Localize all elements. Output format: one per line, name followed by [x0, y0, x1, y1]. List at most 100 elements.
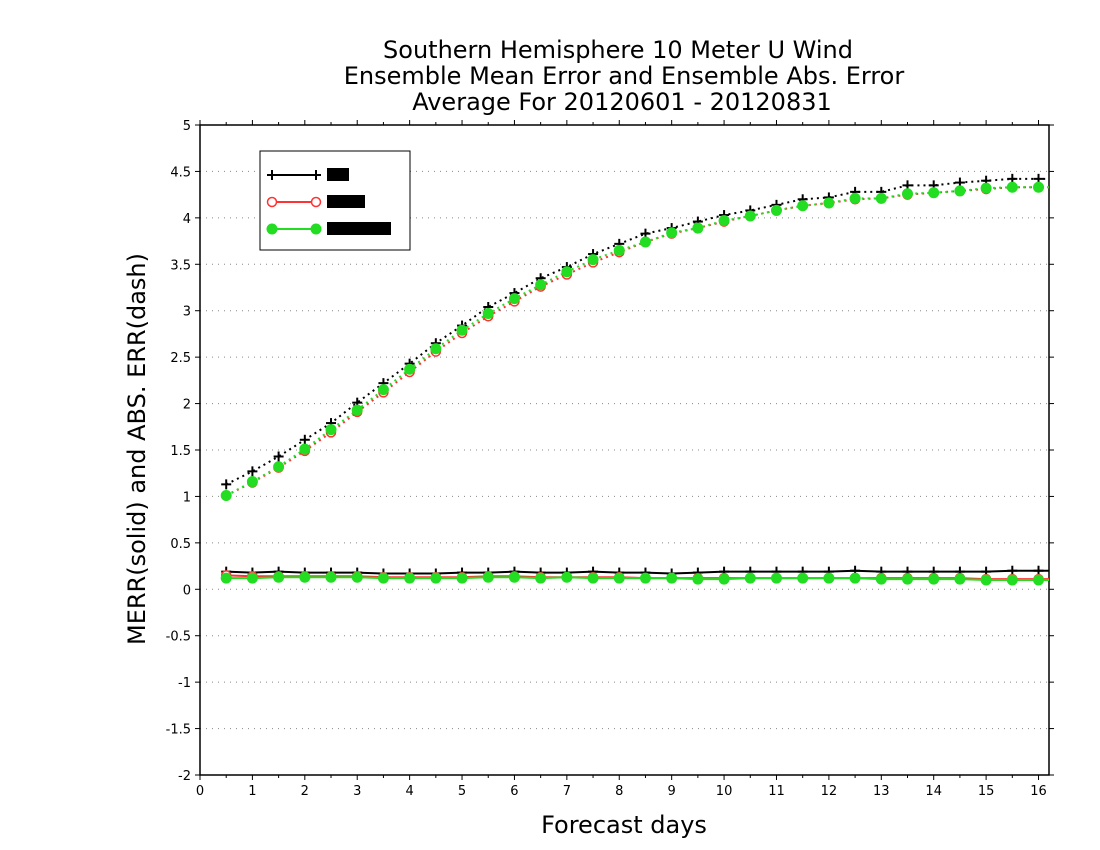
merr-point	[587, 572, 599, 584]
abs-err-point	[456, 324, 468, 336]
abs-err-point	[246, 476, 258, 488]
merr-point	[351, 571, 363, 583]
abs-err-point	[849, 192, 861, 204]
x-tick-label: 11	[768, 784, 785, 799]
x-tick-label: 14	[925, 784, 942, 799]
merr-point	[875, 573, 887, 585]
merr-point	[639, 572, 651, 584]
abs-err-point	[404, 363, 416, 375]
x-tick-label: 9	[668, 784, 676, 799]
merr-point	[770, 572, 782, 584]
legend-marker	[267, 170, 277, 180]
x-tick-label: 6	[510, 784, 518, 799]
y-tick-label: 1.5	[170, 444, 191, 459]
legend-label-glyphs	[327, 195, 365, 208]
abs-err-point	[351, 404, 363, 416]
merr-point	[954, 573, 966, 585]
merr-point	[430, 572, 442, 584]
abs-err-point	[247, 466, 258, 477]
abs-err-point	[744, 210, 756, 222]
merr-point	[273, 571, 285, 583]
abs-err-point	[482, 308, 494, 319]
legend-label-glyphs	[327, 222, 391, 235]
merr-point	[535, 572, 547, 584]
chart-title-line-2: Ensemble Mean Error and Ensemble Abs. Er…	[344, 62, 905, 90]
abs-err-point	[770, 204, 782, 216]
abs-err-point	[692, 222, 704, 234]
plot-series	[220, 173, 1049, 586]
y-tick-label: -1	[178, 676, 191, 691]
abs-err-point	[299, 434, 310, 445]
abs-err-point	[1033, 181, 1045, 193]
y-axis-label: MERR(solid) and ABS. ERR(dash)	[123, 253, 151, 645]
x-tick-label: 3	[353, 784, 361, 799]
x-tick-label: 1	[248, 784, 256, 799]
merr-point	[744, 572, 756, 584]
abs-err-point	[508, 293, 520, 305]
abs-err-point	[980, 182, 992, 194]
abs-err-point	[561, 266, 573, 278]
legend-marker	[311, 170, 321, 180]
y-tick-label: -2	[178, 769, 191, 784]
merr-point	[508, 571, 520, 583]
abs-err-point	[299, 443, 311, 455]
abs-err-line	[225, 177, 1049, 486]
y-tick-label: 2	[183, 398, 191, 413]
abs-err-point	[273, 461, 285, 473]
abs-err-point	[1006, 181, 1018, 193]
y-tick-label: 0.5	[170, 537, 191, 552]
abs-err-point	[639, 236, 651, 248]
abs-err-point	[273, 451, 284, 462]
merr-point	[718, 573, 730, 585]
x-tick-label: 12	[821, 784, 838, 799]
x-tick-label: 4	[405, 784, 413, 799]
legend	[259, 150, 411, 251]
y-tick-label: 3	[183, 305, 191, 320]
abs-err-point	[902, 188, 913, 200]
merr-point	[692, 573, 704, 585]
y-tick-label: 5	[183, 119, 191, 134]
abs-err-point	[587, 254, 599, 266]
legend-marker	[310, 223, 322, 235]
merr-point	[666, 572, 678, 584]
merr-point	[404, 572, 416, 584]
abs-err-point	[718, 215, 730, 227]
abs-err-point	[430, 343, 442, 355]
merr-point	[823, 572, 835, 584]
abs-err-point	[535, 279, 547, 291]
chart-title-line-3: Average For 20120601 - 20120831	[412, 88, 832, 116]
chart-title: Southern Hemisphere 10 Meter U Wind Ense…	[344, 36, 905, 116]
y-tick-label: 3.5	[170, 258, 191, 273]
x-tick-label: 8	[615, 784, 623, 799]
x-tick-label: 15	[978, 784, 995, 799]
merr-point	[377, 572, 389, 584]
x-tick-label: 13	[873, 784, 890, 799]
x-axis-label: Forecast days	[541, 811, 707, 839]
abs-err-point	[875, 192, 887, 204]
legend-marker	[266, 196, 278, 208]
y-tick-label: 0	[183, 583, 191, 598]
x-tick-label: 16	[1030, 784, 1047, 799]
abs-err-point	[377, 384, 389, 396]
chart-title-line-1: Southern Hemisphere 10 Meter U Wind	[383, 36, 853, 64]
merr-point	[482, 571, 494, 583]
merr-point	[561, 571, 573, 583]
y-tick-label: 2.5	[170, 351, 191, 366]
merr-point	[456, 572, 468, 584]
merr-point	[928, 573, 940, 585]
abs-err-point	[325, 424, 337, 436]
merr-point	[980, 574, 992, 586]
abs-err-point	[613, 244, 625, 256]
merr-point	[1006, 574, 1018, 586]
series-2	[220, 181, 1049, 586]
abs-err-point	[928, 187, 940, 199]
y-tick-label: -0.5	[166, 630, 191, 645]
x-tick-label: 10	[716, 784, 733, 799]
axes: -2-1.5-1-0.500.511.522.533.544.550 1 2 3 4 5 6…	[166, 119, 1054, 799]
merr-point	[849, 572, 861, 584]
legend-label-glyphs	[327, 168, 349, 181]
x-tick-label: 2	[301, 784, 309, 799]
y-tick-label: 4.5	[170, 165, 191, 180]
